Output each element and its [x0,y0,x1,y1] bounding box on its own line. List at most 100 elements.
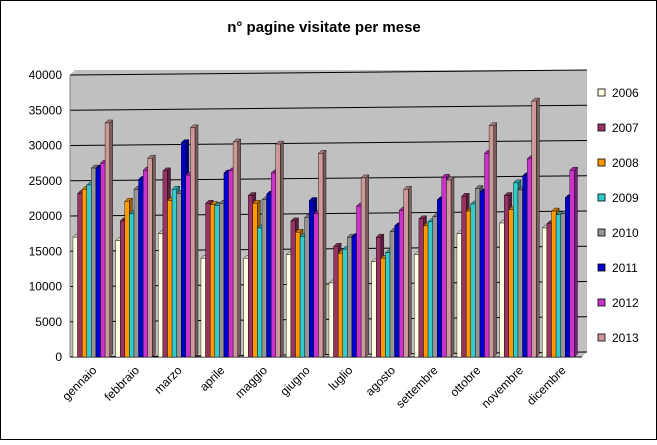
bar [565,197,571,358]
bar [190,127,196,358]
bar [205,203,211,358]
bar [456,233,462,358]
bar [389,231,395,358]
bar [522,175,528,358]
bar [418,218,424,358]
legend-swatch [597,263,606,272]
bar [86,184,92,358]
bar [304,217,310,358]
bar [91,167,97,358]
bar [394,225,400,358]
bar-side [450,176,455,358]
bar [385,252,391,358]
bar [351,236,357,358]
bar [376,236,382,358]
bar [124,200,130,358]
legend-label: 2008 [612,156,639,170]
y-tick-label: 20000 [29,209,63,223]
bar [299,236,305,358]
bar [243,258,249,358]
bar [138,179,144,358]
bar [147,157,153,358]
bar [470,203,476,358]
bar [542,227,548,358]
legend-label: 2012 [612,296,639,310]
gridline [69,210,588,217]
y-tick-label: 10000 [29,280,63,294]
legend-swatch [597,298,606,307]
gridline [69,104,588,111]
bar-side [280,140,284,358]
bar [347,236,353,358]
bar [181,142,187,358]
legend-label: 2013 [612,331,639,345]
bar [318,153,324,358]
bar [270,172,276,358]
bar-side [109,119,113,358]
bar [158,233,164,358]
bar [356,205,362,358]
y-tick-label: 35000 [29,103,63,117]
bar [513,182,519,358]
bar [214,205,220,358]
bar [295,232,301,358]
y-tick-label: 25000 [29,174,63,188]
bar [309,200,315,358]
bar [546,223,552,358]
bar [437,199,443,358]
y-tick-label: 15000 [29,244,63,258]
bar [488,125,494,358]
bar [232,141,238,358]
bar [115,240,121,358]
bar [499,222,505,358]
bar-side [574,166,578,358]
bar [380,258,386,358]
bars [72,97,578,358]
bar [167,200,173,358]
bar [81,189,87,358]
bar [120,220,126,358]
bar [337,253,343,358]
bar [209,204,215,358]
bar [200,258,206,358]
gridline [69,140,588,146]
bar [465,210,471,358]
bar [176,193,182,358]
bar [479,191,485,358]
bar [313,213,319,358]
bar [133,189,139,358]
bar [77,193,83,358]
bar [551,210,557,358]
bar [360,177,366,358]
bar [100,162,106,358]
bar [252,203,258,358]
legend-swatch [597,158,606,167]
bar [427,221,433,358]
legend-label: 2010 [612,226,639,240]
legend-label: 2007 [612,121,639,135]
legend-label: 2009 [612,191,639,205]
bar-side [194,124,199,358]
bar [398,210,404,358]
bar [142,169,148,358]
bar [560,213,566,358]
bar [286,254,292,358]
bar [185,174,191,358]
bar [371,261,377,358]
bar [219,203,225,358]
y-tick-label: 30000 [29,139,63,153]
bar [441,177,447,358]
bar [475,188,481,358]
chart-title: n° pagine visitate per mese [227,19,421,36]
legend-label: 2006 [612,86,639,100]
bar [248,195,254,358]
bar [257,227,263,358]
bar [162,170,168,358]
y-tick-label: 5000 [35,315,62,329]
bar-side [152,154,156,358]
legend-swatch [597,333,606,342]
bar [342,248,348,358]
bar [508,209,514,358]
gridline [69,175,588,182]
